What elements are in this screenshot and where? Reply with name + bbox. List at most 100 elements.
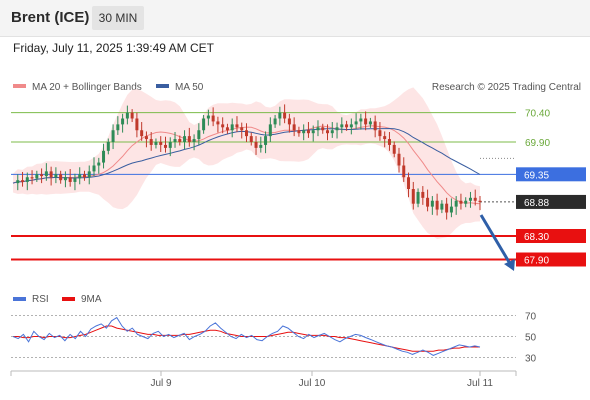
- candle-body: [187, 136, 191, 142]
- candle-body: [249, 136, 253, 142]
- candle-body: [49, 171, 53, 178]
- candle-body: [163, 144, 167, 148]
- candle-body: [268, 124, 272, 137]
- candle-body: [87, 171, 91, 178]
- candle-body: [192, 139, 196, 142]
- candle-body: [135, 118, 139, 131]
- rsi-ma-line: [13, 325, 480, 352]
- level-tags: 70.40 69.90 69.35 68.88 68.30 67.90: [516, 109, 586, 267]
- level-label-70-40: 70.40: [525, 109, 550, 120]
- candle-body: [264, 136, 268, 145]
- candle-body: [159, 142, 163, 145]
- candle-body: [97, 162, 101, 166]
- candle-body: [387, 139, 391, 145]
- candle-body: [345, 124, 349, 128]
- candle-body: [421, 191, 425, 198]
- rsi-level-label-50: 50: [525, 333, 537, 344]
- candle-body: [130, 112, 134, 119]
- candle-body: [259, 144, 263, 148]
- level-tag-68-30: [516, 229, 586, 243]
- ma20-legend-label: MA 20 + Bollinger Bands: [32, 82, 142, 93]
- candle-body: [144, 136, 148, 140]
- candle-body: [216, 121, 220, 125]
- candle-body: [273, 118, 277, 125]
- forecast-arrow: [479, 214, 511, 263]
- level-tag-label-68-88: 68.88: [524, 198, 549, 209]
- candle-body: [254, 142, 258, 148]
- candle-body: [373, 121, 377, 131]
- candle-body: [21, 180, 25, 182]
- candle-body: [416, 191, 420, 204]
- candle-body: [197, 130, 201, 140]
- candle-body: [407, 177, 411, 189]
- candle-body: [178, 139, 182, 142]
- datetime-label: Friday, July 11, 2025 1:39:49 AM CET: [13, 41, 214, 55]
- ma50-legend-swatch: [156, 84, 169, 88]
- candle-body: [140, 130, 144, 137]
- rsi-line: [12, 316, 481, 356]
- candle-body: [459, 200, 463, 204]
- candle-body: [326, 130, 330, 134]
- x-tick-label: Jul 10: [299, 378, 326, 389]
- candle-body: [82, 174, 86, 178]
- candle-body: [411, 189, 415, 204]
- rsi-level-label-30: 30: [525, 354, 537, 365]
- candle-body: [426, 197, 430, 207]
- rsi-level-label-70: 70: [525, 312, 537, 323]
- timeframe-badge[interactable]: 30 MIN: [92, 6, 144, 30]
- candle-body: [245, 130, 248, 137]
- candle-body: [54, 174, 58, 178]
- candle-body: [211, 115, 215, 122]
- candle-body: [16, 180, 20, 184]
- x-tick-label: Jul 9: [150, 378, 172, 389]
- candle-body: [116, 124, 120, 131]
- candle-body: [121, 118, 125, 125]
- candle-body: [92, 165, 96, 172]
- level-tag-68-88: [516, 194, 586, 209]
- candle-body: [206, 115, 210, 119]
- candle-body: [302, 130, 306, 134]
- candle-body: [297, 130, 301, 134]
- candle-body: [316, 127, 320, 131]
- candle-body: [106, 142, 110, 151]
- candle-body: [283, 112, 287, 119]
- candle-body: [340, 124, 344, 128]
- candle-body: [292, 124, 296, 131]
- candle-body: [335, 127, 339, 131]
- candle-body: [168, 142, 172, 148]
- candle-body: [397, 153, 401, 166]
- header-bar: Brent (ICE) 30 MIN: [0, 0, 590, 37]
- candle-body: [25, 177, 29, 182]
- candle-body: [40, 174, 44, 177]
- candles: [16, 104, 482, 220]
- candle-body: [173, 139, 177, 142]
- candle-body: [230, 124, 234, 131]
- rsi-legend-swatch: [13, 297, 26, 301]
- candle-body: [349, 124, 353, 128]
- candle-body: [30, 177, 34, 179]
- candle-body: [368, 121, 372, 125]
- candle-body: [73, 178, 77, 182]
- bollinger-band-area: [13, 87, 480, 240]
- candle-body: [59, 174, 63, 181]
- rsi-legend-label: RSI: [32, 294, 49, 305]
- candle-body: [154, 142, 158, 145]
- candle-body: [44, 171, 48, 177]
- candle-body: [68, 177, 72, 182]
- candle-body: [102, 150, 106, 163]
- level-tag-label-68-30: 68.30: [524, 232, 549, 243]
- credit-label: Research © 2025 Trading Central: [432, 82, 581, 93]
- level-tag-label-69-35: 69.35: [524, 170, 549, 181]
- candle-body: [240, 127, 244, 131]
- candle-body: [63, 177, 67, 181]
- candle-body: [440, 203, 444, 210]
- level-tag-67-90: [516, 252, 586, 267]
- candle-body: [225, 127, 229, 131]
- candle-body: [383, 136, 387, 140]
- candle-body: [464, 200, 468, 204]
- candle-body: [202, 118, 206, 131]
- level-tag-label-67-90: 67.90: [524, 256, 549, 267]
- candle-body: [221, 124, 225, 128]
- candle-body: [149, 139, 153, 145]
